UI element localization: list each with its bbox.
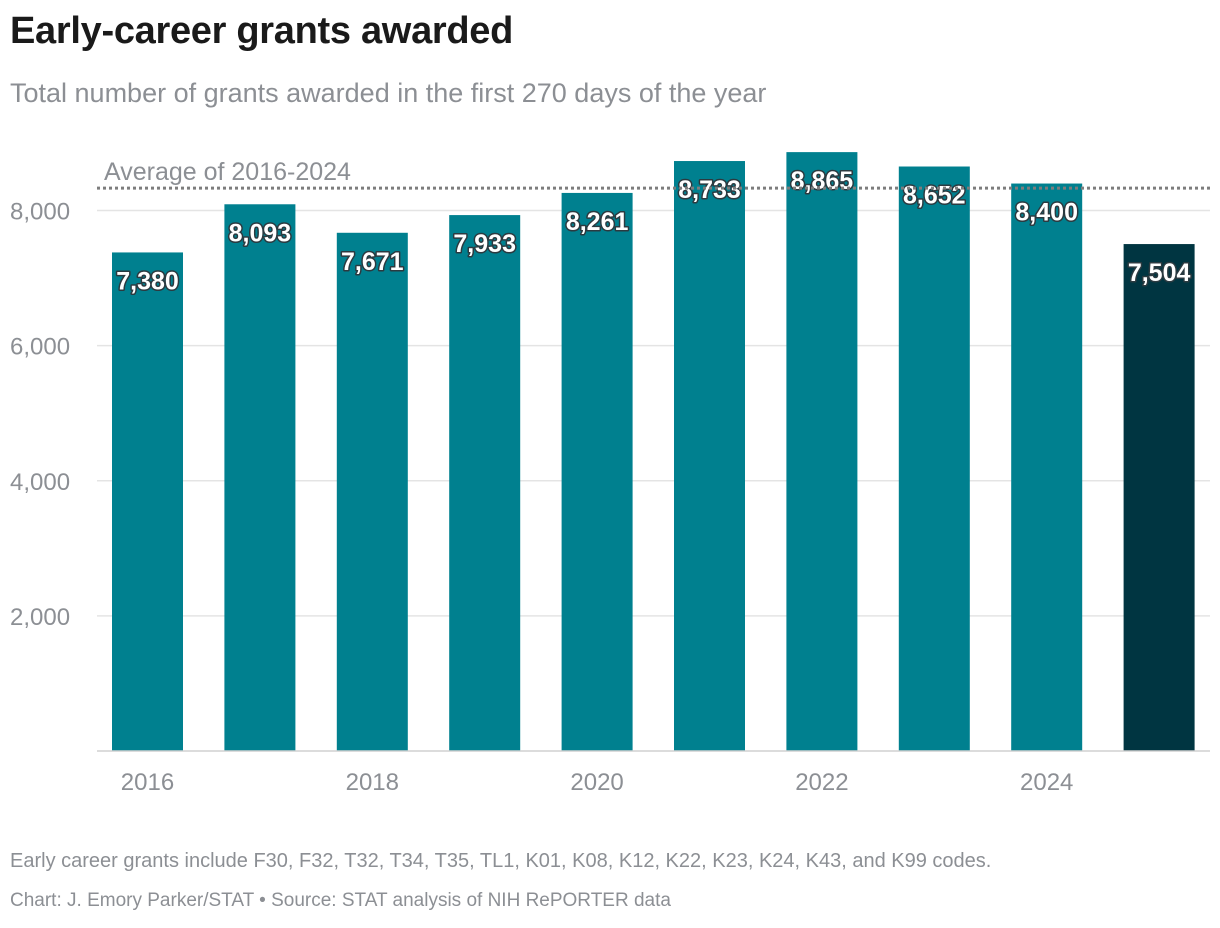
chart-note: Early career grants include F30, F32, T3…	[10, 850, 992, 872]
bar	[786, 152, 858, 751]
bar	[1123, 244, 1195, 751]
data-label: 7,671	[341, 248, 404, 276]
data-labels: 7,380 8,093 7,671 7,933 8,261 8,733 8,865 8,652…	[115, 166, 1192, 297]
bar	[336, 232, 408, 752]
bar	[674, 161, 745, 751]
data-label: 7,504	[1128, 259, 1191, 287]
x-tick-label: 2016	[121, 769, 174, 796]
bars	[112, 152, 1195, 752]
bar	[224, 204, 296, 751]
chart-subtitle: Total number of grants awarded in the fi…	[10, 78, 767, 108]
y-tick-label: 2,000	[10, 604, 70, 631]
x-tick-label: 2020	[570, 769, 623, 796]
data-label: 8,093	[229, 219, 292, 247]
data-label: 7,380	[116, 267, 179, 295]
data-label: 8,652	[903, 182, 966, 210]
axes: 2,000 4,000 6,000 8,000 2016 2018 2020 2022 2024	[10, 199, 1210, 796]
bar	[561, 192, 633, 751]
bar	[898, 166, 970, 751]
bar	[1011, 183, 1083, 752]
average-line-label: Average of 2016-2024	[104, 158, 351, 186]
data-label: 8,400	[1015, 199, 1078, 227]
bar	[112, 252, 183, 751]
data-label: 7,933	[453, 230, 516, 258]
y-tick-label: 6,000	[10, 334, 70, 361]
average-reference: Average of 2016-2024	[97, 158, 1210, 190]
x-tick-label: 2024	[1020, 769, 1073, 796]
x-tick-label: 2022	[795, 769, 848, 796]
y-tick-label: 8,000	[10, 199, 70, 226]
x-tick-label: 2018	[346, 769, 399, 796]
data-label: 8,865	[791, 167, 854, 195]
chart-title: Early-career grants awarded	[10, 10, 514, 52]
data-label: 8,733	[678, 176, 741, 204]
bar-chart: 7,380 8,093 7,671 7,933 8,261 8,733 8,865 8,652…	[10, 152, 1210, 796]
bar	[449, 215, 521, 751]
y-tick-label: 4,000	[10, 469, 70, 496]
chart-credit: Chart: J. Emory Parker/STAT • Source: ST…	[10, 890, 671, 911]
data-label: 8,261	[566, 208, 629, 236]
